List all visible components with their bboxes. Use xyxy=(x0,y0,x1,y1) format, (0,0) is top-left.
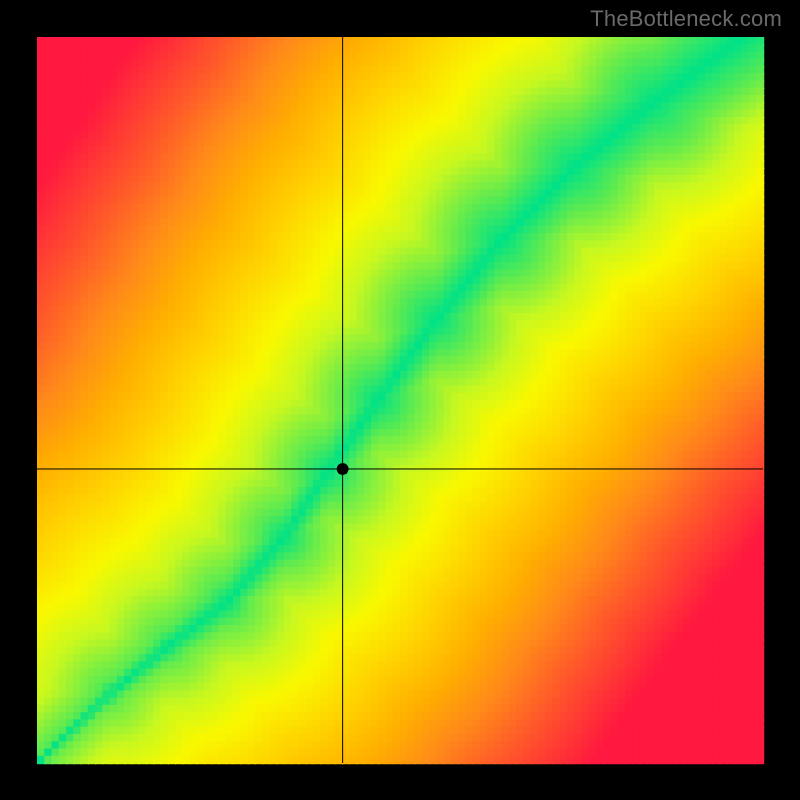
watermark-text: TheBottleneck.com xyxy=(590,6,782,32)
bottleneck-heatmap xyxy=(0,0,800,800)
chart-frame xyxy=(0,0,800,800)
figure-container: TheBottleneck.com xyxy=(0,0,800,800)
